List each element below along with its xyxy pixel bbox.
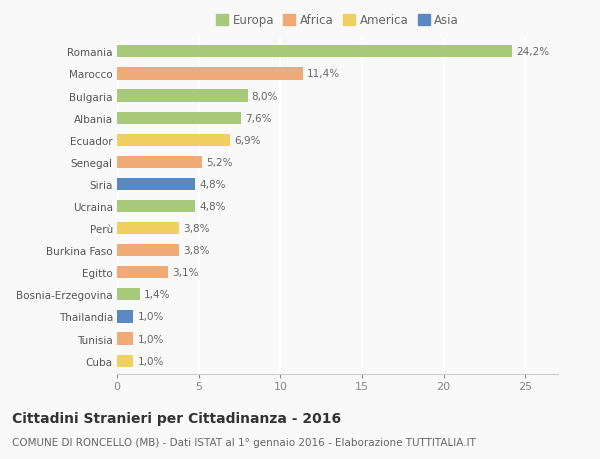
- Bar: [117, 289, 140, 301]
- Bar: [117, 311, 133, 323]
- Bar: [117, 157, 202, 168]
- Text: COMUNE DI RONCELLO (MB) - Dati ISTAT al 1° gennaio 2016 - Elaborazione TUTTITALI: COMUNE DI RONCELLO (MB) - Dati ISTAT al …: [12, 437, 476, 447]
- Bar: [117, 134, 230, 146]
- Bar: [117, 267, 167, 279]
- Bar: [117, 90, 248, 102]
- Bar: [117, 223, 179, 235]
- Bar: [117, 46, 512, 58]
- Legend: Europa, Africa, America, Asia: Europa, Africa, America, Asia: [214, 12, 461, 30]
- Text: 1,0%: 1,0%: [137, 356, 164, 366]
- Text: 11,4%: 11,4%: [307, 69, 340, 79]
- Text: 3,8%: 3,8%: [183, 246, 209, 256]
- Text: Cittadini Stranieri per Cittadinanza - 2016: Cittadini Stranieri per Cittadinanza - 2…: [12, 411, 341, 425]
- Text: 24,2%: 24,2%: [517, 47, 550, 57]
- Text: 1,0%: 1,0%: [137, 312, 164, 322]
- Text: 5,2%: 5,2%: [206, 157, 233, 168]
- Bar: [117, 179, 196, 190]
- Text: 3,1%: 3,1%: [172, 268, 198, 278]
- Text: 4,8%: 4,8%: [199, 202, 226, 212]
- Bar: [117, 68, 303, 80]
- Bar: [117, 201, 196, 213]
- Bar: [117, 245, 179, 257]
- Bar: [117, 333, 133, 345]
- Bar: [117, 355, 133, 367]
- Text: 6,9%: 6,9%: [234, 135, 260, 146]
- Text: 1,0%: 1,0%: [137, 334, 164, 344]
- Text: 7,6%: 7,6%: [245, 113, 272, 123]
- Text: 1,4%: 1,4%: [144, 290, 170, 300]
- Text: 3,8%: 3,8%: [183, 224, 209, 234]
- Bar: [117, 112, 241, 124]
- Text: 4,8%: 4,8%: [199, 179, 226, 190]
- Text: 8,0%: 8,0%: [252, 91, 278, 101]
